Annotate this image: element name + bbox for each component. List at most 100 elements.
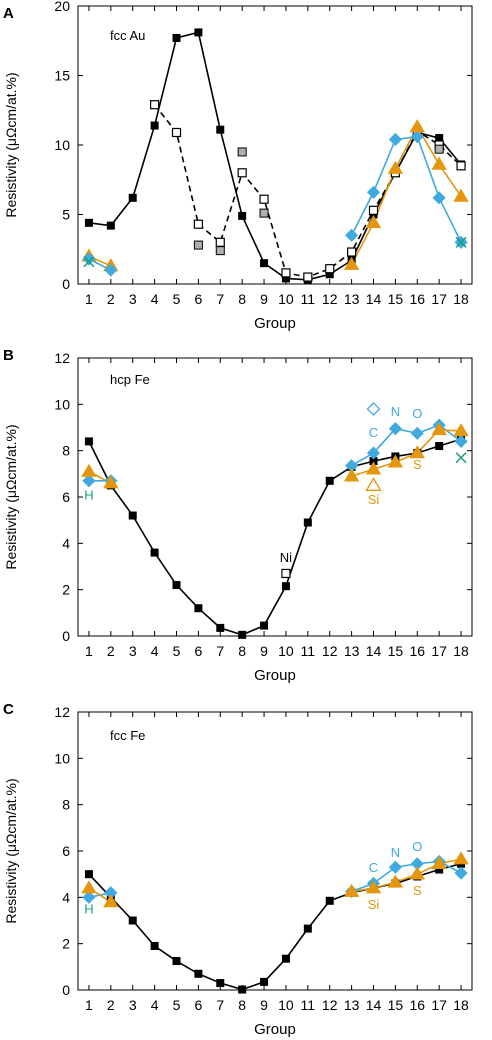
data-point [388,422,402,436]
data-point [194,28,203,37]
data-point [259,194,269,204]
data-point [365,880,382,894]
x-tick-label: 15 [388,997,404,1013]
data-point [216,979,225,988]
data-annotation: H [84,487,93,502]
y-tick-label: 10 [54,750,70,766]
x-tick-label: 3 [129,643,137,659]
data-point [81,880,97,894]
x-tick-label: 11 [301,643,316,659]
data-annotation: N [391,404,400,419]
x-tick-label: 5 [173,643,181,659]
x-tick-label: 15 [388,291,404,307]
x-axis-label: Group [254,1021,296,1038]
data-point [387,454,404,468]
data-point [84,218,93,227]
data-annotation: O [412,406,422,421]
data-point [303,924,312,933]
x-tick-label: 1 [85,643,93,659]
panel-title: hcp Fe [110,372,150,387]
panel-c: 1 2 3 4 5 6 7 8 9 10 11 12 13 14 15 16 17 18024681012Grou… [3,701,473,1038]
data-point [238,630,247,639]
data-point [365,215,382,229]
data-point [82,474,96,488]
x-tick-label: 10 [278,291,294,307]
x-tick-label: 5 [173,997,181,1013]
x-tick-label: 2 [107,291,115,307]
data-point [281,274,290,283]
y-tick-label: 20 [54,0,70,14]
data-point [369,457,378,466]
data-point [431,156,447,170]
y-tick-label: 6 [62,489,70,505]
y-tick-label: 10 [54,396,70,412]
data-point [455,452,467,464]
data-annotation: Si [368,897,380,912]
panel-letter: C [3,701,14,718]
series-line [88,862,462,991]
data-point [150,121,159,130]
data-point [435,442,444,451]
x-tick-label: 4 [151,643,159,659]
x-tick-label: 14 [366,291,382,307]
x-tick-label: 11 [301,291,316,307]
data-point [128,511,137,520]
series-line [350,125,462,265]
x-tick-label: 4 [151,291,159,307]
x-tick-label: 1 [85,291,93,307]
panel-a: 1 2 3 4 5 6 7 8 9 10 11 12 13 14 15 16 17 1805101520Group… [3,0,473,332]
x-axis-label: Group [254,667,296,684]
y-tick-label: 12 [54,350,70,366]
x-tick-label: 18 [453,291,469,307]
data-point [172,957,181,966]
x-tick-label: 12 [322,997,338,1013]
panel-title: fcc Au [110,28,145,43]
y-tick-label: 10 [54,137,70,153]
series-line [88,438,462,636]
data-annotation: Ni [280,550,292,565]
data-point [435,865,444,874]
data-point [453,423,469,437]
data-point [453,188,469,202]
data-annotation: C [369,860,378,875]
x-tick-label: 1 [85,997,93,1013]
x-tick-label: 12 [322,291,338,307]
y-tick-label: 4 [62,535,70,551]
data-point [366,402,381,416]
x-tick-label: 11 [301,997,316,1013]
data-point [106,221,115,230]
x-tick-label: 17 [431,291,447,307]
data-point [81,463,97,477]
data-point [103,475,119,489]
data-point [82,252,96,266]
data-point [456,161,466,171]
data-point [325,476,334,485]
data-point [387,160,404,174]
data-point [454,434,468,448]
data-point [216,623,225,632]
data-point [84,437,93,446]
x-tick-label: 8 [238,291,246,307]
y-tick-label: 0 [62,276,70,292]
x-tick-label: 6 [194,643,202,659]
data-point [431,422,447,436]
data-point [150,100,160,110]
data-point [303,272,313,282]
data-point [410,130,424,144]
x-tick-label: 16 [409,643,425,659]
y-tick-label: 0 [62,982,70,998]
data-point [365,461,382,475]
y-tick-label: 5 [62,207,70,223]
data-point [325,264,335,274]
x-tick-label: 17 [431,997,447,1013]
data-point [215,246,225,256]
x-tick-label: 2 [107,643,115,659]
x-tick-label: 3 [129,997,137,1013]
y-tick-label: 15 [54,68,70,84]
data-point [432,191,446,205]
data-point [238,985,247,994]
series-line [350,135,462,243]
data-point [83,256,95,268]
x-tick-label: 3 [129,291,137,307]
